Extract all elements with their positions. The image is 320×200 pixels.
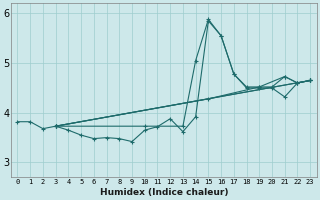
- X-axis label: Humidex (Indice chaleur): Humidex (Indice chaleur): [100, 188, 228, 197]
